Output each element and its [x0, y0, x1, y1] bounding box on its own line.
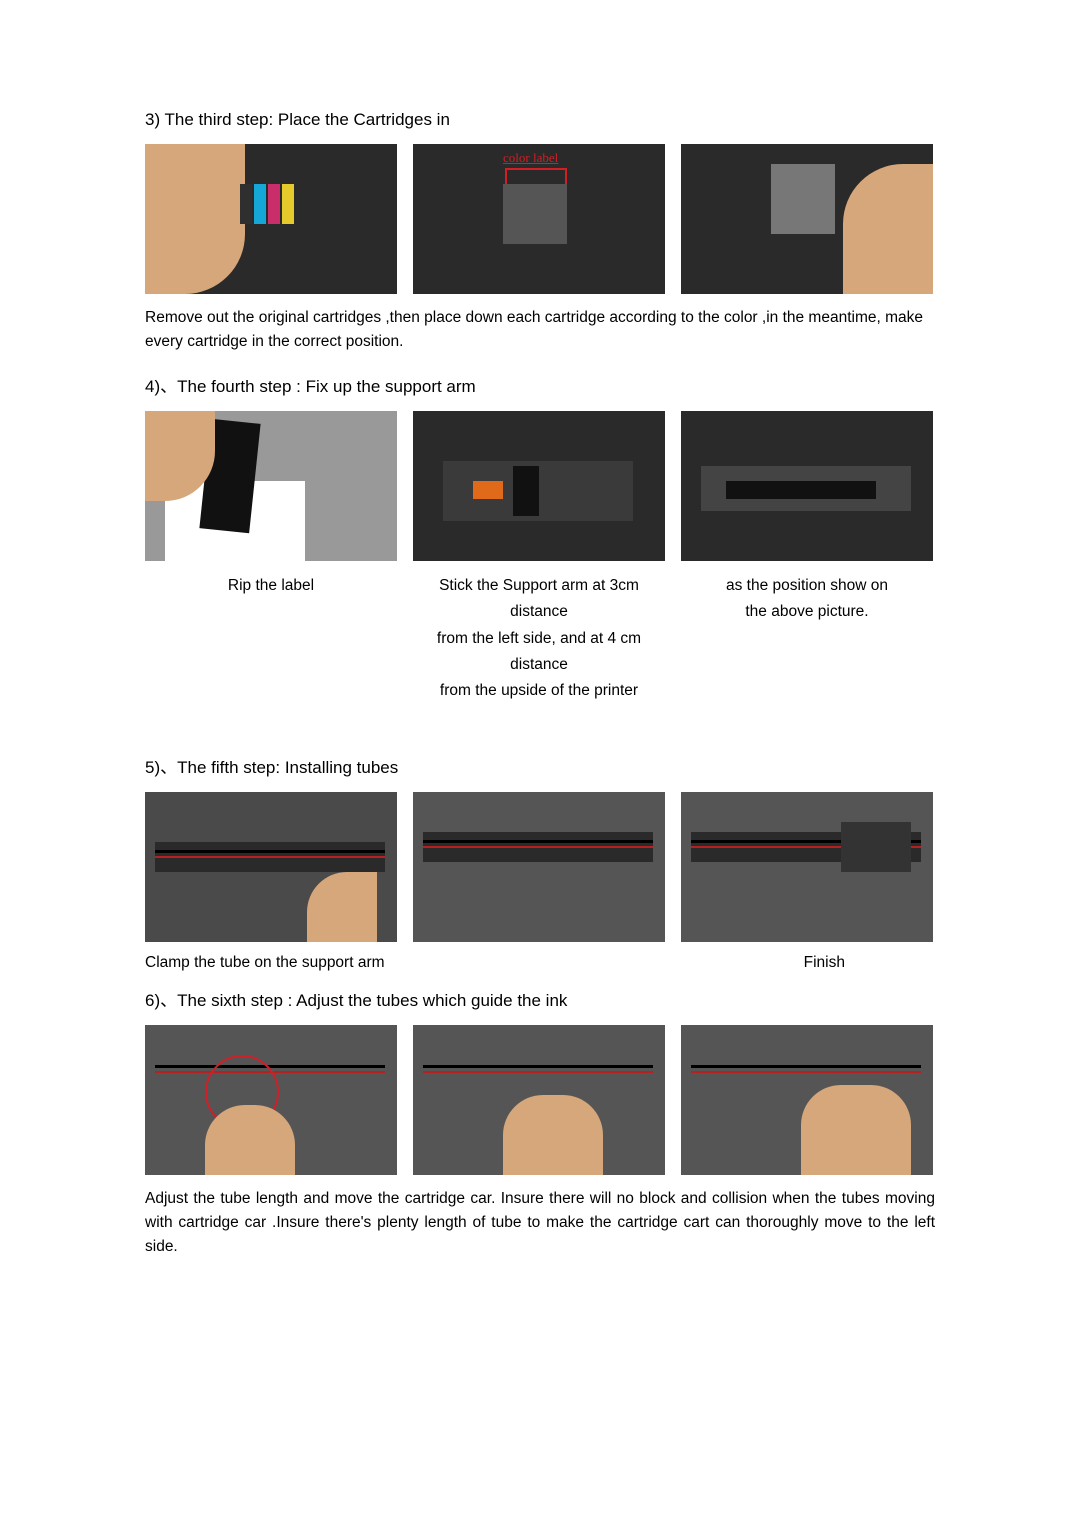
step4-heading: 4)、The fourth step : Fix up the support … [145, 372, 935, 397]
caption-text: from the upside of the printer [440, 682, 638, 699]
step3-photo-1 [145, 144, 397, 294]
step6-paragraph: Adjust the tube length and move the cart… [145, 1187, 935, 1259]
step4-caption-3: as the position show on the above pictur… [681, 573, 933, 705]
step3-photo-3 [681, 144, 933, 294]
step6-heading: 6)、The sixth step : Adjust the tubes whi… [145, 986, 935, 1011]
step5-heading: 5)、The fifth step: Installing tubes [145, 753, 935, 778]
color-label-callout: color label [503, 150, 558, 166]
caption-text: Rip the label [228, 577, 314, 594]
caption-text: Stick the Support arm at 3cm distance [439, 577, 639, 620]
step3-image-row: color label [145, 144, 935, 294]
step4-caption-2: Stick the Support arm at 3cm distance fr… [413, 573, 665, 705]
step4-photo-2 [413, 411, 665, 561]
document-page: 3) The third step: Place the Cartridges … [0, 0, 1080, 1528]
step3-heading: 3) The third step: Place the Cartridges … [145, 110, 935, 130]
step5-caption-right: Finish [804, 954, 935, 972]
step5-photo-3 [681, 792, 933, 942]
caption-text: as the position show on [726, 577, 888, 594]
step5-image-row [145, 792, 935, 942]
step3-paragraph: Remove out the original cartridges ,then… [145, 306, 935, 354]
step5-photo-1 [145, 792, 397, 942]
step6-image-row [145, 1025, 935, 1175]
step5-photo-2 [413, 792, 665, 942]
step6-photo-1 [145, 1025, 397, 1175]
step4-photo-3 [681, 411, 933, 561]
step4-caption-1: Rip the label [145, 573, 397, 705]
step4-image-row [145, 411, 935, 561]
step4-caption-row: Rip the label Stick the Support arm at 3… [145, 573, 935, 705]
step5-caption-row: Clamp the tube on the support arm Finish [145, 954, 935, 972]
step5-caption-left: Clamp the tube on the support arm [145, 954, 385, 972]
step6-photo-2 [413, 1025, 665, 1175]
step4-photo-1 [145, 411, 397, 561]
caption-text: the above picture. [745, 603, 868, 620]
step3-photo-2: color label [413, 144, 665, 294]
caption-text: from the left side, and at 4 cm distance [437, 630, 641, 673]
step6-photo-3 [681, 1025, 933, 1175]
